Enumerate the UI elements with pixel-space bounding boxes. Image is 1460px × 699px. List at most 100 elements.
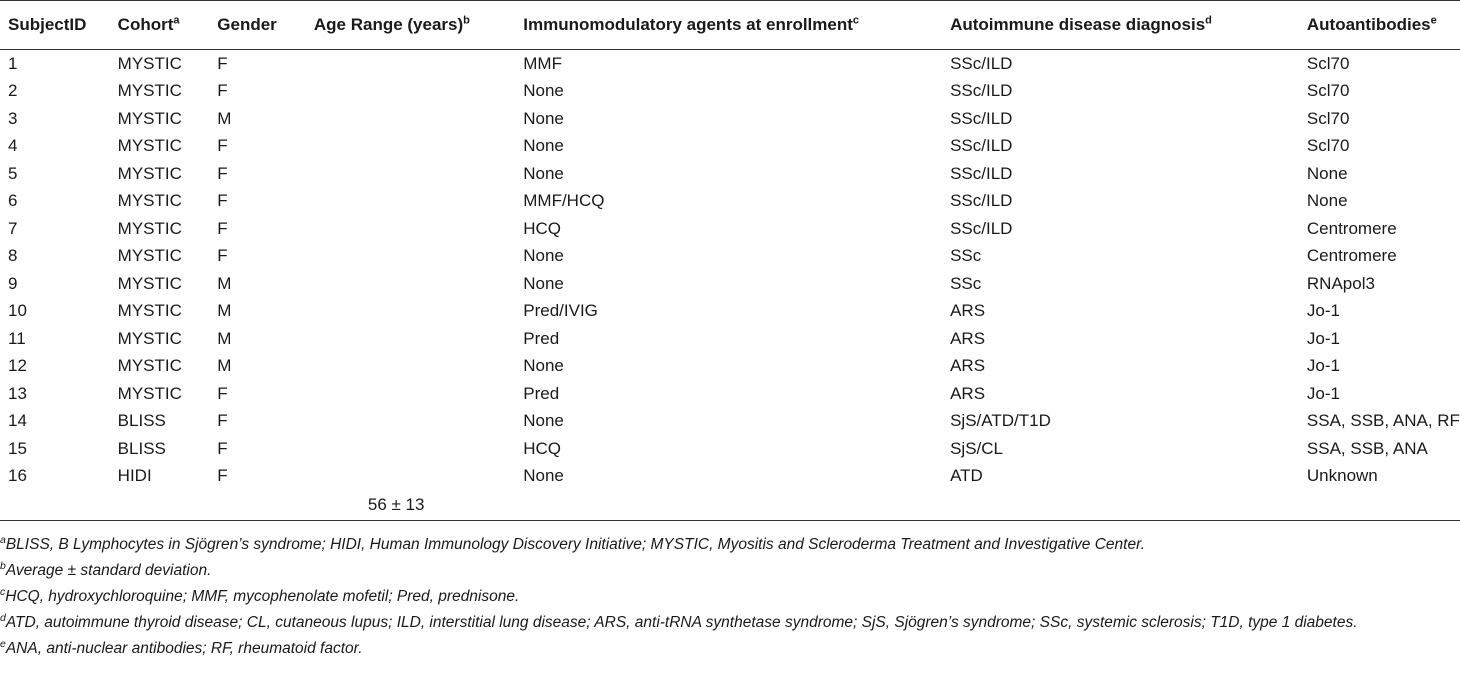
column-header-label: SubjectID <box>8 15 87 34</box>
table-row: 8 MYSTIC F None SSc Centromere <box>0 243 1460 271</box>
table-row: 2 MYSTIC F None SSc/ILD Scl70 <box>0 78 1460 106</box>
column-header-subject-id: SubjectID <box>0 0 110 50</box>
cell-cohort: MYSTIC <box>117 273 182 293</box>
cell-age-range <box>306 463 515 491</box>
table-row: 16 HIDI F None ATD Unknown <box>0 463 1460 491</box>
footnote-e: eANA, anti-nuclear antibodies; RF, rheum… <box>0 639 1460 659</box>
cell-autoantibodies: Jo-1 <box>1306 356 1340 376</box>
cell-gender: F <box>217 218 228 238</box>
cell-gender: M <box>217 356 232 376</box>
cell-immunomodulatory-agents: None <box>523 466 564 486</box>
cell-autoantibodies: Centromere <box>1306 218 1397 238</box>
cell-cohort: BLISS <box>117 411 166 431</box>
cell-age-range <box>306 188 515 216</box>
column-header-immunomodulatory-agents: Immunomodulatory agents at enrollmentc <box>515 0 943 50</box>
footnote-marker: d <box>0 611 6 624</box>
footnote-marker: d <box>1205 14 1212 27</box>
column-header-label: Gender <box>217 15 277 34</box>
column-header-age-range: Age Range (years)b <box>305 0 516 50</box>
footnote-marker: e <box>0 637 6 650</box>
cell-diagnosis: ARS <box>950 328 986 348</box>
cell-diagnosis: SSc <box>950 246 982 266</box>
cell-diagnosis: ARS <box>950 383 986 403</box>
table-row: 4 MYSTIC F None SSc/ILD Scl70 <box>0 133 1460 161</box>
table-row: 6 MYSTIC F MMF/HCQ SSc/ILD None <box>0 188 1460 216</box>
footnote-marker: b <box>0 559 6 572</box>
cell-gender: F <box>217 136 228 156</box>
cell-age-range <box>306 298 515 326</box>
footnote-marker: c <box>0 585 6 598</box>
cell-subject-id: 12 <box>8 356 27 376</box>
cell-subject-id: 1 <box>8 53 18 73</box>
column-header-label: Age Range (years) <box>313 15 464 34</box>
cell-age-range <box>306 325 515 353</box>
cell-diagnosis: SSc/ILD <box>950 163 1013 183</box>
cell-autoantibodies: Scl70 <box>1306 81 1350 101</box>
cell-age-range <box>306 160 515 188</box>
table-row: 1 MYSTIC F MMF SSc/ILD Scl70 <box>0 50 1460 78</box>
cell-subject-id: 3 <box>8 108 18 128</box>
cell-gender: M <box>217 328 232 348</box>
cell-immunomodulatory-agents: MMF <box>523 53 562 73</box>
footnote-c: cHCQ, hydroxychloroquine; MMF, mycopheno… <box>0 587 1460 607</box>
cell-diagnosis: SSc/ILD <box>950 81 1013 101</box>
cell-gender: F <box>217 383 228 403</box>
footnote-text: ANA, anti-nuclear antibodies; RF, rheuma… <box>5 640 363 657</box>
cell-age-range <box>306 133 515 161</box>
cell-cohort: MYSTIC <box>117 246 182 266</box>
cell-diagnosis: SSc/ILD <box>950 136 1013 156</box>
cell-immunomodulatory-agents: None <box>523 108 564 128</box>
cell-cohort: MYSTIC <box>117 191 182 211</box>
cell-autoantibodies: Scl70 <box>1306 136 1350 156</box>
footnote-marker: e <box>1430 14 1437 27</box>
cell-age-range <box>306 105 515 133</box>
table-body: 1 MYSTIC F MMF SSc/ILD Scl70 2 MYSTIC F None SSc/I… <box>0 50 1460 521</box>
cell-autoantibodies: Scl70 <box>1306 53 1350 73</box>
footnote-marker: a <box>173 14 180 27</box>
cell-cohort: MYSTIC <box>117 328 182 348</box>
column-header-label: Cohort <box>117 15 174 34</box>
summary-empty-cell <box>942 490 1299 521</box>
column-header-label: Immunomodulatory agents at enrollment <box>523 15 853 34</box>
cell-gender: M <box>217 301 232 321</box>
footnote-text: HCQ, hydroxychloroquine; MMF, mycophenol… <box>5 588 520 605</box>
cell-immunomodulatory-agents: None <box>523 411 564 431</box>
footnote-marker: b <box>463 14 470 27</box>
cell-subject-id: 10 <box>8 301 27 321</box>
cell-cohort: HIDI <box>117 466 152 486</box>
cell-autoantibodies: None <box>1306 191 1348 211</box>
column-header-label: Autoimmune disease diagnosis <box>950 15 1206 34</box>
summary-empty-cell <box>1298 490 1460 521</box>
cell-subject-id: 9 <box>8 273 18 293</box>
cell-subject-id: 6 <box>8 191 18 211</box>
cell-diagnosis: SjS/ATD/T1D <box>950 411 1051 431</box>
cell-immunomodulatory-agents: None <box>523 136 564 156</box>
cell-cohort: BLISS <box>117 438 166 458</box>
table-row: 13 MYSTIC F Pred ARS Jo-1 <box>0 380 1460 408</box>
footnotes: aBLISS, B Lymphocytes in Sjögren’s syndr… <box>0 535 1460 665</box>
cell-age-range <box>306 353 515 381</box>
cell-gender: F <box>217 438 228 458</box>
column-header-cohort: Cohorta <box>109 0 210 50</box>
cell-subject-id: 13 <box>8 383 27 403</box>
cell-age-range <box>306 270 515 298</box>
cell-age-range <box>306 380 515 408</box>
cell-cohort: MYSTIC <box>117 163 182 183</box>
cell-autoantibodies: Unknown <box>1306 466 1378 486</box>
cell-subject-id: 5 <box>8 163 18 183</box>
cell-gender: F <box>217 81 228 101</box>
cell-immunomodulatory-agents: None <box>523 273 564 293</box>
column-header-label: Autoantibodies <box>1306 15 1431 34</box>
cell-diagnosis: SSc/ILD <box>950 191 1013 211</box>
cell-diagnosis: ATD <box>950 466 983 486</box>
cell-diagnosis: ARS <box>950 301 986 321</box>
table-row: 3 MYSTIC M None SSc/ILD Scl70 <box>0 105 1460 133</box>
cell-immunomodulatory-agents: MMF/HCQ <box>523 191 605 211</box>
cell-diagnosis: SSc/ILD <box>950 108 1013 128</box>
cell-cohort: MYSTIC <box>117 81 182 101</box>
cell-age-range <box>306 243 515 271</box>
summary-empty-cell <box>109 490 210 521</box>
cell-subject-id: 2 <box>8 81 18 101</box>
cell-gender: F <box>217 191 228 211</box>
subject-table: SubjectID Cohorta Gender Age Range (years)b… <box>0 0 1460 521</box>
